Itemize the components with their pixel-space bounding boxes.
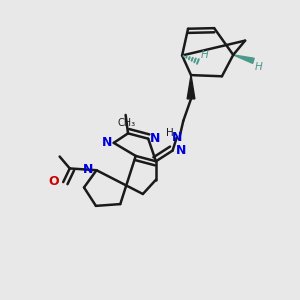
Text: H: H [255, 62, 263, 72]
Polygon shape [233, 55, 254, 63]
Text: O: O [48, 175, 59, 188]
Text: H: H [166, 128, 173, 138]
Text: N: N [150, 132, 160, 145]
Text: N: N [172, 131, 182, 144]
Text: N: N [102, 136, 112, 149]
Text: N: N [176, 143, 187, 157]
Text: H: H [200, 50, 208, 60]
Text: N: N [83, 163, 94, 176]
Polygon shape [187, 75, 195, 99]
Text: CH₃: CH₃ [117, 118, 135, 128]
